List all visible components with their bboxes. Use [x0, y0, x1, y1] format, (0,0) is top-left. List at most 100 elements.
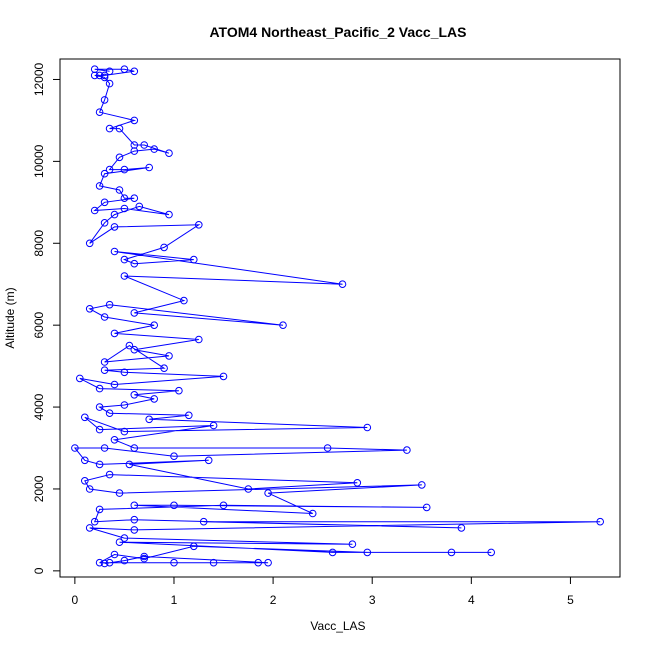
data-point: [81, 413, 89, 422]
data-point: [120, 368, 129, 377]
data-point: [105, 124, 114, 133]
data-point: [328, 548, 337, 557]
data-point: [323, 444, 332, 452]
data-point: [130, 515, 139, 524]
x-tick-label: 4: [468, 593, 475, 607]
data-point: [120, 272, 129, 280]
data-point: [130, 444, 139, 452]
data-point: [95, 505, 104, 514]
data-point: [170, 452, 178, 461]
data-point: [85, 305, 94, 313]
data-point: [209, 421, 218, 430]
data-point: [105, 67, 114, 76]
data-point: [130, 259, 139, 268]
data-point: [185, 411, 193, 420]
y-tick-label: 6000: [32, 311, 46, 338]
data-point: [110, 223, 119, 231]
x-tick-label: 5: [567, 593, 574, 607]
data-point: [95, 425, 104, 434]
data-point: [71, 444, 79, 452]
data-point: [100, 71, 109, 80]
data-point: [105, 300, 114, 309]
data-point: [115, 186, 124, 194]
data-point: [105, 470, 114, 479]
x-tick-label: 3: [369, 593, 376, 607]
x-tick-label: 1: [171, 593, 178, 607]
data-point: [353, 479, 362, 487]
data-point: [95, 558, 104, 567]
data-point: [130, 194, 139, 202]
x-tick-label: 2: [270, 593, 277, 607]
data-point: [219, 501, 228, 510]
data-point: [130, 67, 139, 76]
data-point: [130, 147, 139, 155]
data-point: [457, 524, 466, 532]
data-point: [308, 509, 317, 518]
data-point: [120, 401, 129, 409]
data-point: [130, 501, 139, 510]
data-point: [100, 96, 109, 104]
data-point: [190, 255, 198, 264]
data-point: [125, 460, 134, 469]
data-point: [130, 116, 139, 125]
data-point: [244, 485, 253, 493]
data-point: [81, 456, 89, 465]
data-point: [195, 221, 203, 229]
y-tick-label: 0: [32, 567, 46, 574]
data-point: [160, 243, 168, 252]
data-point: [115, 489, 124, 497]
data-point: [100, 73, 109, 82]
data-point: [120, 255, 129, 264]
data-point: [110, 380, 119, 389]
data-point: [422, 503, 431, 512]
data-point: [120, 427, 129, 436]
data-point: [596, 517, 605, 526]
data-point: [110, 247, 119, 256]
data-point: [110, 329, 119, 338]
data-point: [115, 153, 124, 162]
data-point: [195, 335, 203, 344]
data-point: [170, 558, 178, 567]
data-point: [254, 558, 263, 567]
data-point: [150, 145, 158, 153]
plot-frame: [59, 58, 621, 578]
data-point: [165, 149, 173, 157]
data-point: [487, 548, 496, 557]
data-point: [100, 169, 109, 178]
data-point: [264, 489, 272, 497]
data-point: [170, 501, 178, 510]
data-point: [90, 517, 99, 526]
data-point: [165, 352, 173, 360]
y-axis: 0 2000 4000 6000 8000 10000 12000: [32, 62, 61, 574]
data-point: [85, 524, 94, 532]
data-point: [348, 540, 357, 549]
data-point: [120, 65, 129, 73]
data-point: [100, 444, 109, 452]
data-point: [140, 552, 148, 561]
data-point: [90, 71, 99, 80]
series-group: [71, 65, 605, 568]
data-point: [418, 481, 426, 489]
data-point: [165, 210, 173, 219]
data-point: [447, 548, 456, 557]
data-point: [100, 366, 109, 375]
data-point: [140, 141, 148, 149]
data-point: [130, 391, 139, 399]
data-point: [100, 219, 109, 227]
data-point: [130, 345, 139, 354]
data-point: [115, 538, 124, 547]
data-point: [209, 558, 218, 567]
y-tick-label: 2000: [32, 475, 46, 502]
data-point: [160, 364, 168, 373]
data-point: [145, 415, 153, 424]
data-point: [338, 280, 347, 289]
data-point: [76, 374, 84, 383]
data-point: [145, 163, 153, 172]
data-point: [130, 309, 139, 317]
data-point: [150, 321, 158, 330]
data-point: [279, 321, 287, 330]
x-axis-label: Vacc_LAS: [310, 619, 365, 633]
data-point: [110, 436, 119, 444]
data-point: [95, 460, 104, 469]
